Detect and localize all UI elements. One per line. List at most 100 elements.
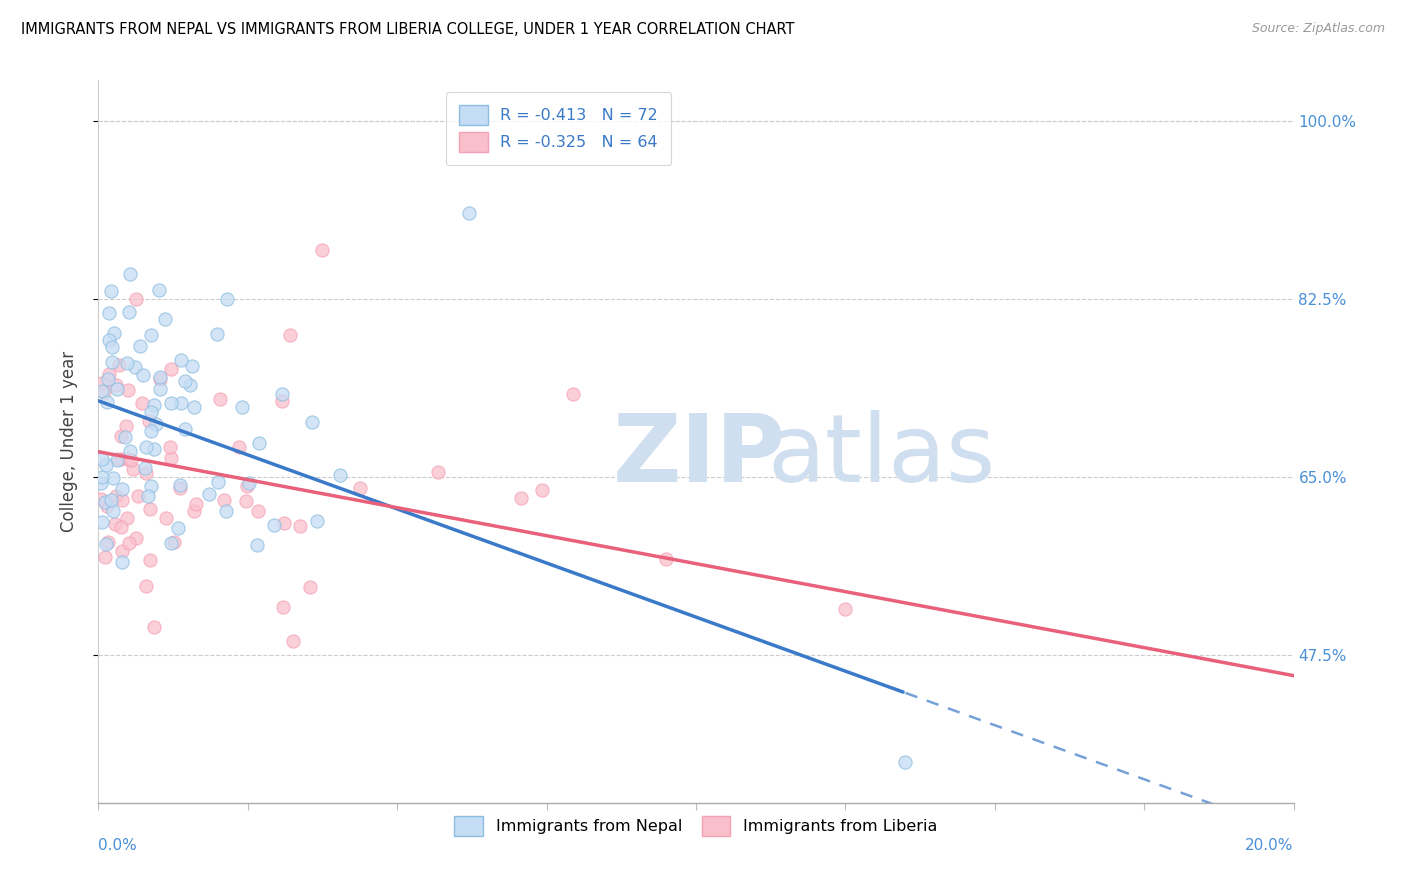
- Point: [531, 483, 554, 498]
- Point: [159, 451, 181, 466]
- Point: [207, 475, 229, 490]
- Point: [163, 535, 186, 549]
- Point: [217, 292, 239, 306]
- Point: [148, 283, 170, 297]
- Text: IMMIGRANTS FROM NEPAL VS IMMIGRANTS FROM LIBERIA COLLEGE, UNDER 1 YEAR CORRELATI: IMMIGRANTS FROM NEPAL VS IMMIGRANTS FROM…: [21, 22, 794, 37]
- Point: [145, 417, 167, 431]
- Point: [311, 243, 333, 257]
- Text: atlas: atlas: [768, 410, 995, 502]
- Point: [107, 452, 129, 467]
- Point: [101, 340, 124, 354]
- Point: [110, 428, 132, 442]
- Point: [139, 502, 162, 516]
- Point: [281, 634, 304, 648]
- Point: [160, 535, 183, 549]
- Point: [90, 376, 112, 391]
- Point: [214, 504, 236, 518]
- Point: [90, 452, 112, 467]
- Point: [198, 486, 221, 500]
- Point: [127, 489, 149, 503]
- Point: [97, 534, 120, 549]
- Point: [98, 367, 121, 381]
- Point: [174, 374, 197, 388]
- Point: [98, 305, 121, 319]
- Point: [246, 538, 269, 552]
- Point: [110, 555, 132, 569]
- Point: [169, 481, 191, 495]
- Point: [94, 537, 117, 551]
- Point: [132, 368, 155, 382]
- Point: [143, 398, 166, 412]
- Point: [142, 442, 165, 456]
- Point: [120, 443, 142, 458]
- Point: [117, 304, 139, 318]
- Point: [183, 401, 205, 415]
- Point: [426, 466, 449, 480]
- Point: [103, 326, 125, 340]
- Text: 20.0%: 20.0%: [1246, 838, 1294, 854]
- Point: [149, 372, 172, 386]
- Point: [93, 494, 115, 508]
- Point: [94, 550, 117, 565]
- Point: [110, 520, 132, 534]
- Point: [298, 580, 321, 594]
- Point: [141, 405, 163, 419]
- Point: [307, 514, 329, 528]
- Point: [214, 493, 236, 508]
- Point: [125, 531, 148, 545]
- Point: [111, 492, 134, 507]
- Point: [169, 478, 191, 492]
- Point: [98, 334, 121, 348]
- Point: [174, 422, 197, 436]
- Point: [139, 327, 162, 342]
- Point: [96, 458, 118, 473]
- Point: [155, 510, 177, 524]
- Point: [231, 400, 253, 414]
- Point: [170, 396, 193, 410]
- Point: [110, 482, 132, 496]
- Point: [139, 553, 162, 567]
- Point: [90, 491, 112, 506]
- Point: [117, 383, 139, 397]
- Point: [96, 499, 118, 513]
- Point: [458, 205, 481, 219]
- Point: [183, 504, 205, 518]
- Point: [236, 479, 259, 493]
- Point: [104, 516, 127, 531]
- Point: [205, 326, 228, 341]
- Point: [209, 392, 232, 407]
- Point: [108, 358, 131, 372]
- Point: [149, 382, 172, 396]
- Text: Source: ZipAtlas.com: Source: ZipAtlas.com: [1251, 22, 1385, 36]
- Point: [131, 396, 153, 410]
- Point: [160, 396, 183, 410]
- Point: [114, 430, 136, 444]
- Point: [329, 467, 352, 482]
- Point: [91, 469, 114, 483]
- Point: [93, 385, 115, 400]
- Point: [125, 292, 148, 306]
- Point: [124, 359, 146, 374]
- Point: [235, 493, 257, 508]
- Point: [105, 382, 128, 396]
- Point: [149, 369, 172, 384]
- Point: [117, 452, 139, 467]
- Point: [247, 504, 270, 518]
- Point: [170, 353, 193, 368]
- Point: [894, 755, 917, 769]
- Point: [136, 489, 159, 503]
- Text: ZIP: ZIP: [613, 410, 785, 502]
- Point: [135, 466, 157, 480]
- Point: [105, 453, 128, 467]
- Point: [96, 395, 118, 409]
- Point: [141, 425, 163, 439]
- Point: [153, 312, 176, 326]
- Point: [278, 327, 301, 342]
- Point: [122, 462, 145, 476]
- Point: [100, 493, 122, 508]
- Point: [97, 371, 120, 385]
- Point: [834, 602, 856, 616]
- Point: [90, 475, 112, 490]
- Point: [91, 515, 114, 529]
- Point: [120, 453, 142, 467]
